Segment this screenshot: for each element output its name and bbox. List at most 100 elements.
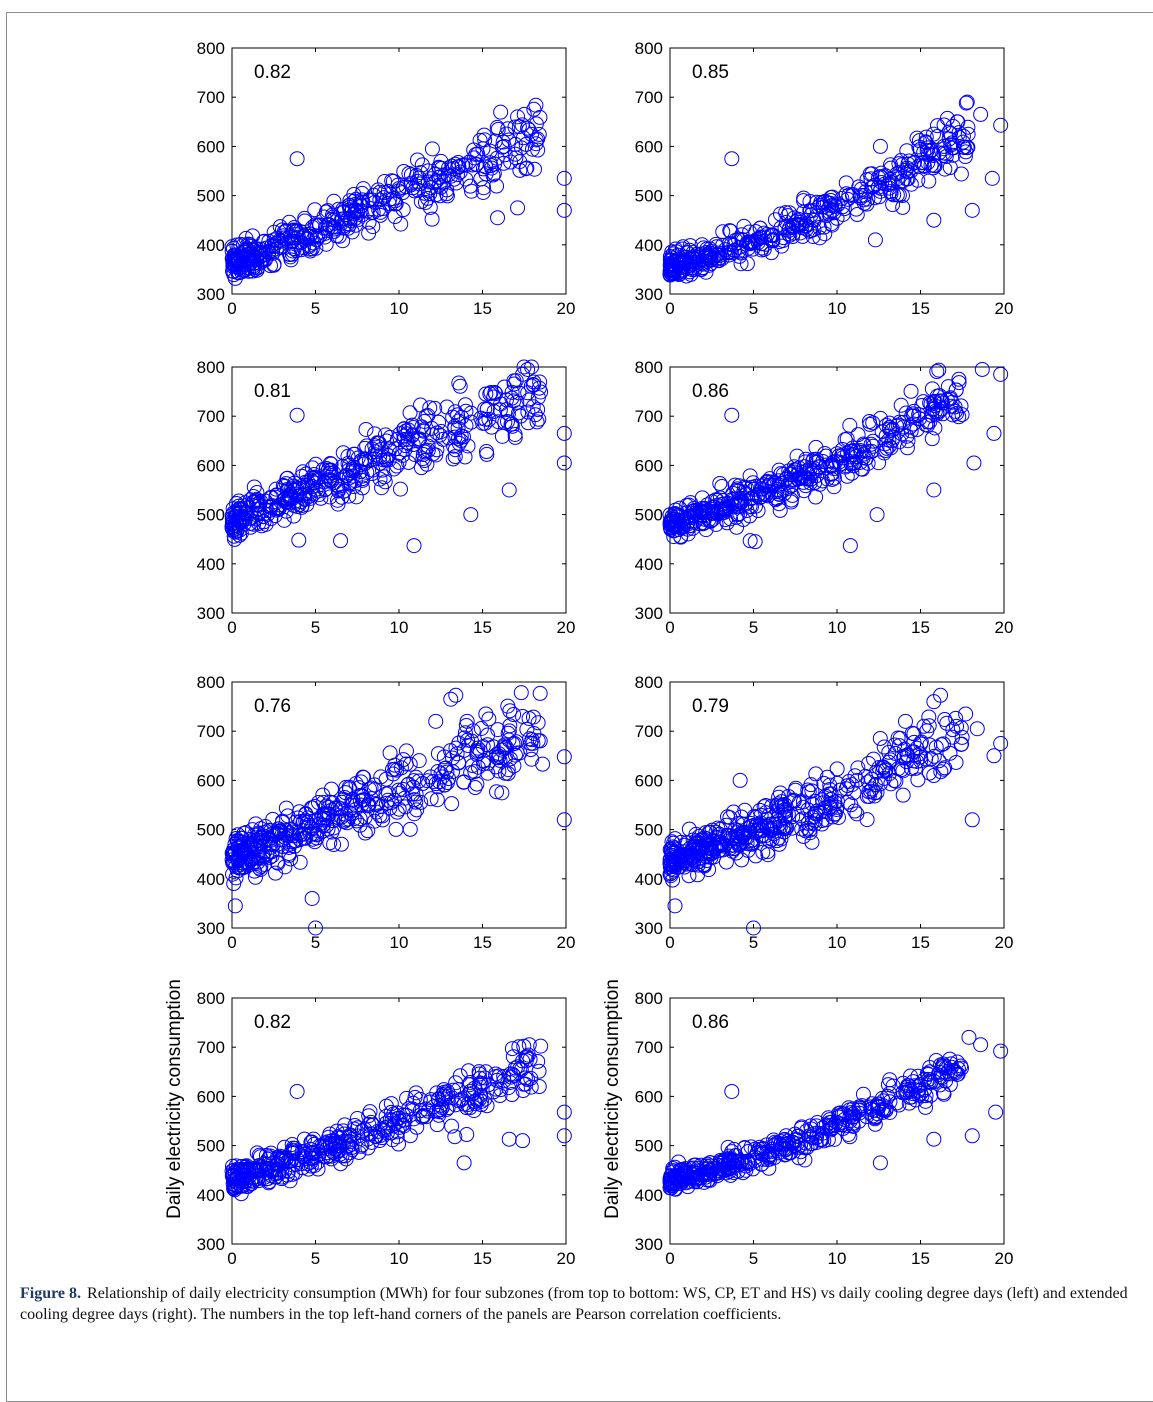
scatter-marker [724, 1083, 740, 1099]
scatter-marker [767, 212, 783, 228]
scatter-marker [268, 481, 284, 497]
scatter-marker [396, 431, 412, 447]
scatter-marker [475, 184, 491, 200]
scatter-marker [272, 219, 288, 235]
scatter-marker [731, 248, 747, 264]
scatter-marker [375, 812, 391, 828]
scatter-marker [844, 465, 860, 481]
scatter-marker [256, 1156, 272, 1172]
scatter-marker [929, 364, 945, 380]
scatter-marker [776, 485, 792, 501]
scatter-marker [342, 213, 358, 229]
scatter-marker [807, 793, 823, 809]
scatter-marker [427, 167, 443, 183]
x-tick-label: 20 [557, 933, 576, 952]
y-tick-label: 600 [197, 1087, 225, 1106]
scatter-marker [391, 782, 407, 798]
scatter-marker [430, 763, 446, 779]
scatter-marker [357, 456, 373, 472]
scatter-marker [895, 763, 911, 779]
scatter-marker [296, 228, 312, 244]
scatter-marker [918, 1099, 934, 1115]
scatter-marker [951, 371, 967, 387]
scatter-marker [821, 200, 837, 216]
scatter-points [662, 94, 1009, 284]
scatter-marker [415, 1108, 431, 1124]
scatter-marker [316, 1148, 332, 1164]
scatter-marker [424, 420, 440, 436]
x-tick-label: 10 [828, 618, 847, 637]
scatter-marker [367, 426, 383, 442]
y-tick-label: 400 [635, 870, 663, 889]
scatter-marker [756, 229, 772, 245]
scatter-marker [927, 420, 943, 436]
scatter-marker [942, 1066, 958, 1082]
scatter-marker [409, 1119, 425, 1135]
scatter-marker [263, 839, 279, 855]
scatter-marker [743, 499, 759, 515]
scatter-marker [532, 733, 548, 749]
scatter-marker [703, 243, 719, 259]
scatter-marker [361, 225, 377, 241]
scatter-marker [794, 811, 810, 827]
scatter-marker [334, 794, 350, 810]
scatter-marker [719, 515, 735, 531]
scatter-marker [815, 195, 831, 211]
scatter-marker [516, 106, 532, 122]
scatter-marker [803, 1118, 819, 1134]
scatter-marker [411, 753, 427, 769]
y-tick-label: 800 [635, 39, 663, 58]
scatter-marker [473, 720, 489, 736]
scatter-marker [785, 792, 801, 808]
scatter-marker [785, 229, 801, 245]
y-tick-label: 700 [197, 722, 225, 741]
scatter-marker [906, 154, 922, 170]
scatter-marker [468, 146, 484, 162]
scatter-marker [842, 538, 858, 554]
x-tick-label: 20 [995, 1249, 1014, 1268]
x-tick-label: 0 [665, 933, 674, 952]
scatter-marker [804, 834, 820, 850]
scatter-marker [403, 167, 419, 183]
scatter-marker [459, 1127, 475, 1143]
scatter-marker [926, 748, 942, 764]
scatter-marker [279, 471, 295, 487]
scatter-marker [775, 1136, 791, 1152]
plot-area [231, 47, 567, 295]
scatter-marker [429, 1085, 445, 1101]
scatter-marker [777, 796, 793, 812]
y-tick-label: 300 [635, 919, 663, 938]
scatter-marker [448, 175, 464, 191]
scatter-marker [281, 828, 297, 844]
scatter-marker [916, 718, 932, 734]
scatter-marker [447, 449, 463, 465]
scatter-marker [705, 834, 721, 850]
scatter-marker [939, 715, 955, 731]
scatter-marker [864, 781, 880, 797]
scatter-marker [871, 189, 887, 205]
scatter-marker [420, 438, 436, 454]
scatter-marker [739, 234, 755, 250]
scatter-marker [906, 408, 922, 424]
scatter-marker [274, 813, 290, 829]
scatter-marker [355, 194, 371, 210]
scatter-marker [408, 794, 424, 810]
scatter-marker [947, 403, 963, 419]
scatter-panel-4: 0 5 10 15 20 300 400 500 600 700 800 0.86 [635, 358, 1014, 637]
scatter-marker [431, 177, 447, 193]
scatter-marker [278, 830, 294, 846]
scatter-marker [414, 1109, 430, 1125]
scatter-marker [679, 254, 695, 270]
scatter-marker [924, 431, 940, 447]
scatter-marker [763, 245, 779, 261]
scatter-marker [532, 109, 548, 125]
scatter-marker [959, 140, 975, 156]
scatter-marker [261, 822, 277, 838]
scatter-marker [794, 821, 810, 837]
scatter-marker [530, 402, 546, 418]
scatter-marker [764, 233, 780, 249]
scatter-marker [951, 409, 967, 425]
scatter-marker [531, 1063, 547, 1079]
scatter-marker [686, 1174, 702, 1190]
scatter-marker [806, 451, 822, 467]
